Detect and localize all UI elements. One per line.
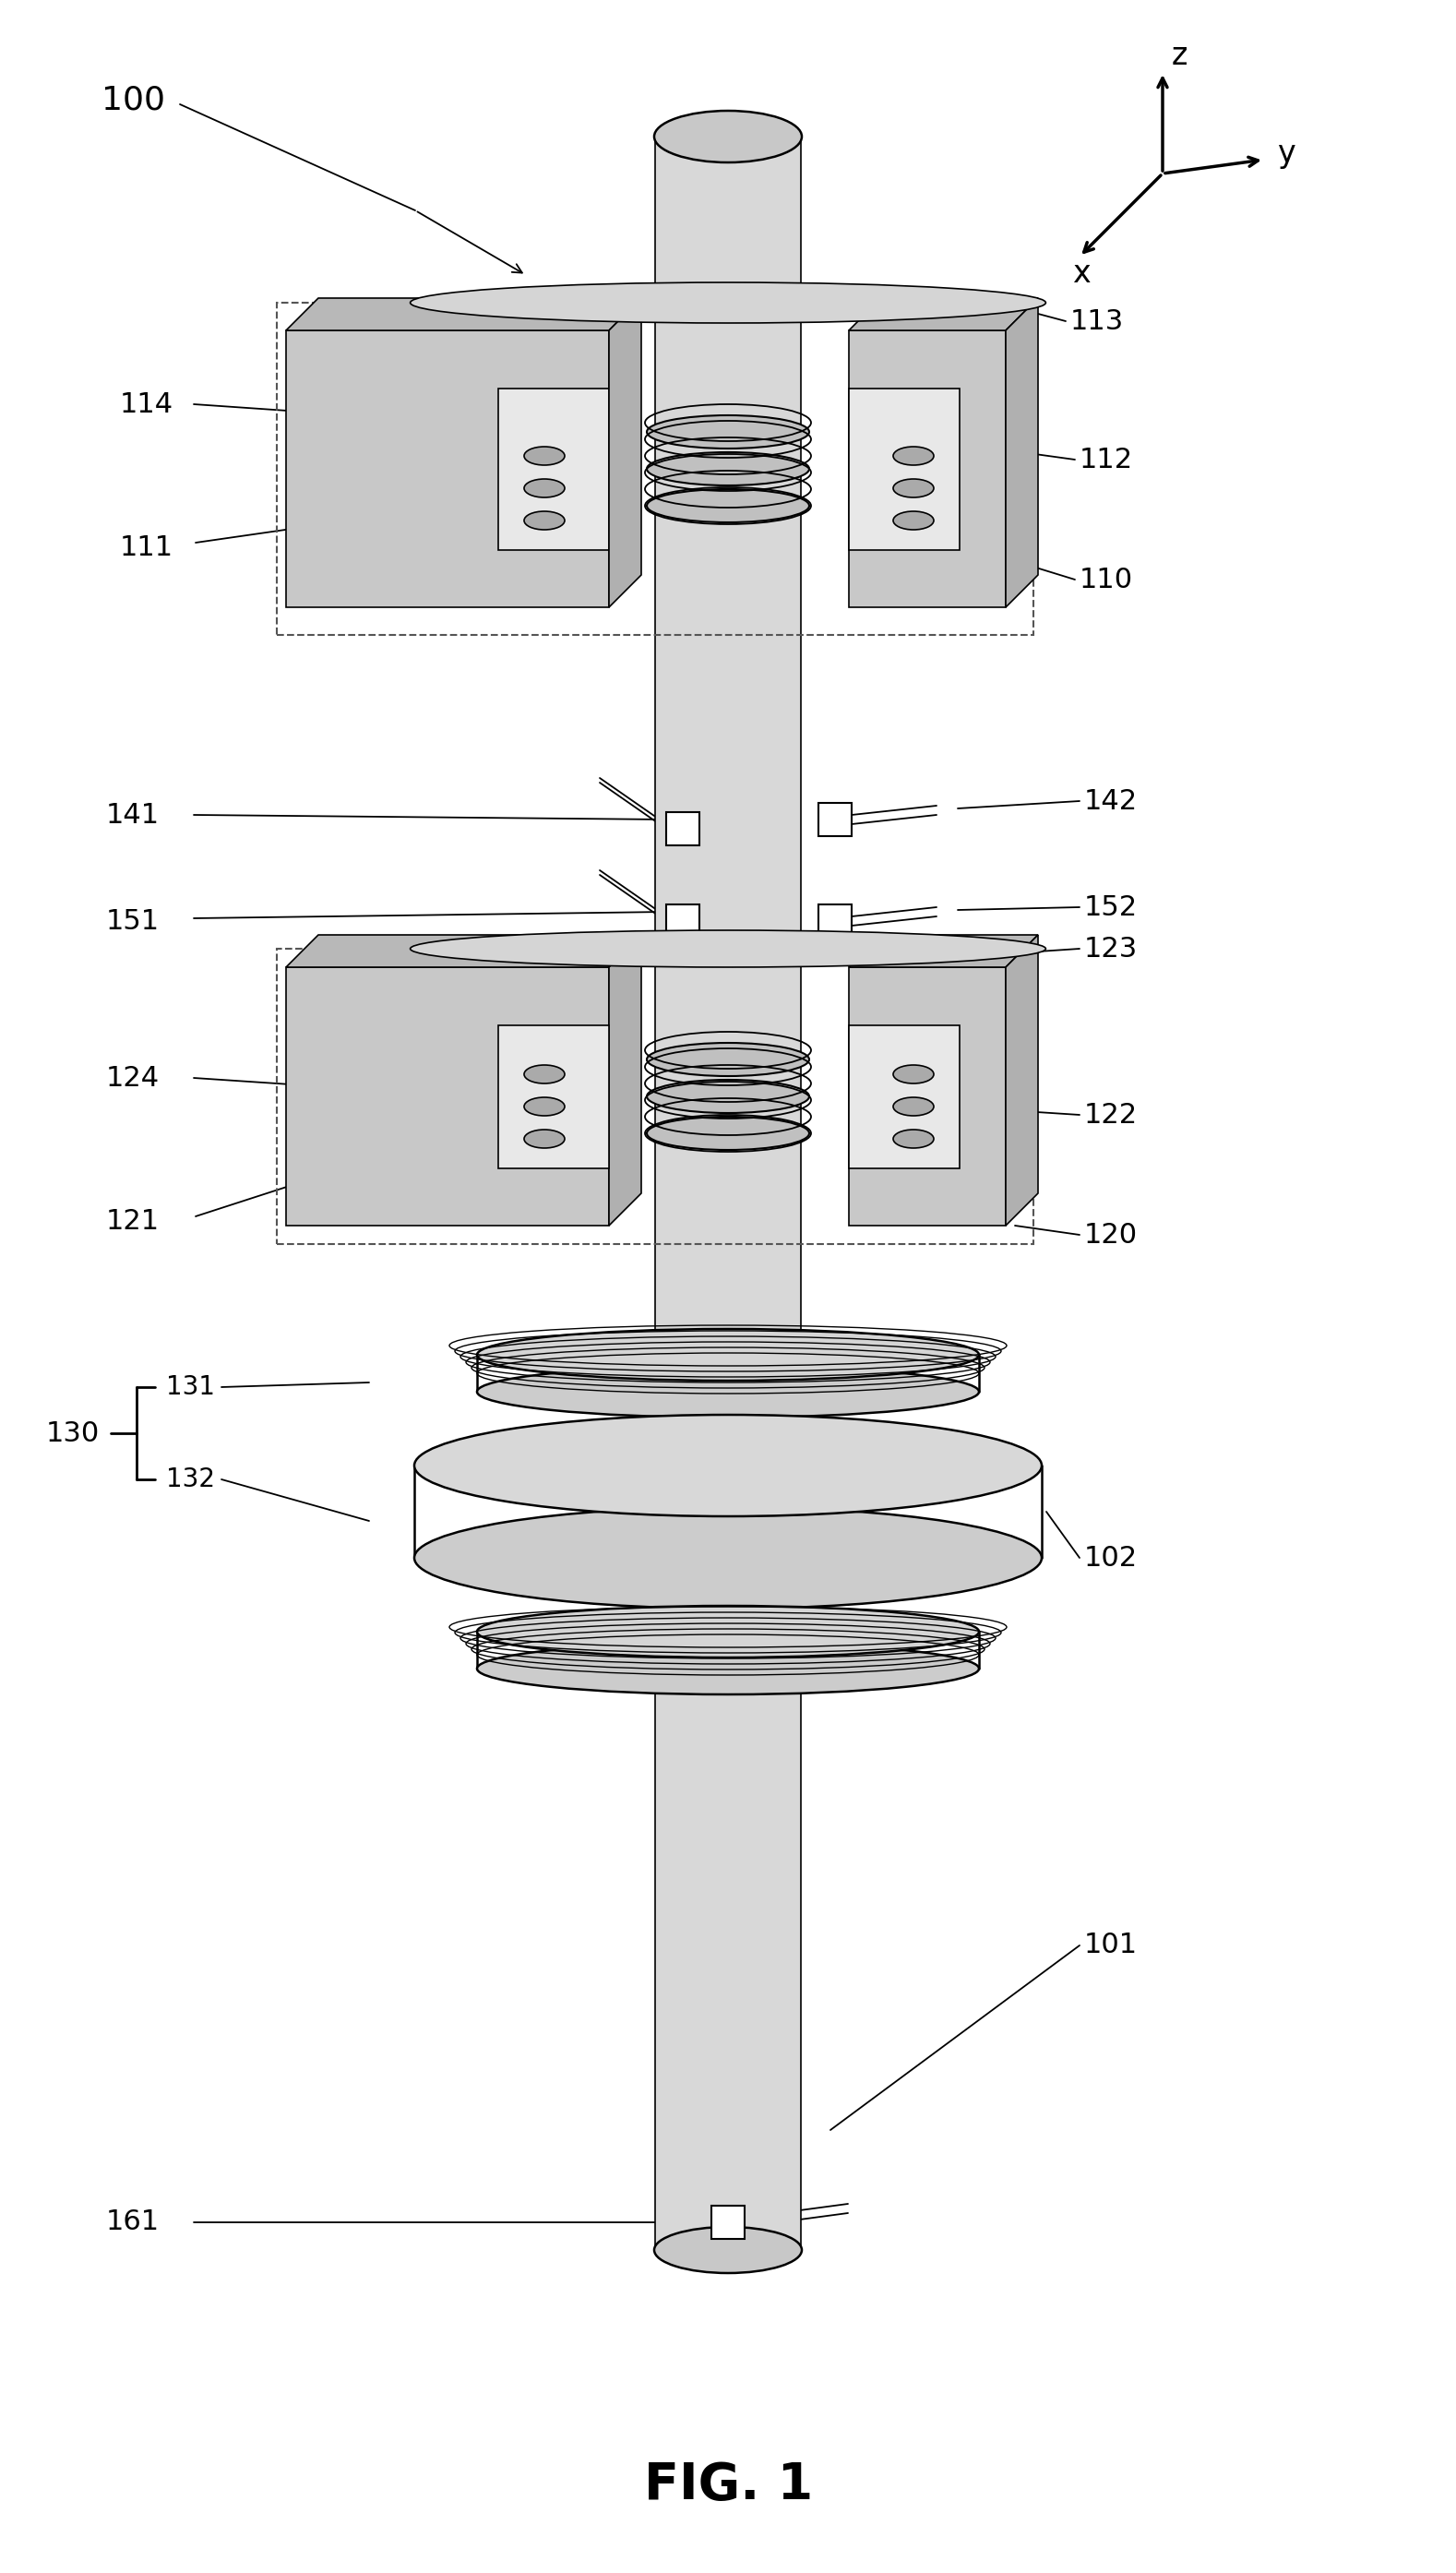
Text: 114: 114 xyxy=(119,391,173,417)
Text: 152: 152 xyxy=(1085,893,1137,921)
Ellipse shape xyxy=(524,1130,565,1148)
Polygon shape xyxy=(849,934,1038,967)
Ellipse shape xyxy=(893,512,933,530)
Bar xyxy=(667,906,699,937)
Bar xyxy=(498,389,609,551)
Bar xyxy=(667,813,699,847)
Text: 161: 161 xyxy=(106,2210,160,2236)
Polygon shape xyxy=(285,934,641,967)
Ellipse shape xyxy=(654,111,802,162)
Ellipse shape xyxy=(646,1042,810,1076)
Polygon shape xyxy=(1006,934,1038,1225)
Bar xyxy=(712,2205,744,2239)
Ellipse shape xyxy=(415,1415,1041,1515)
Text: 151: 151 xyxy=(106,908,160,934)
Text: 142: 142 xyxy=(1085,787,1137,816)
Bar xyxy=(498,1024,609,1168)
Ellipse shape xyxy=(478,1642,978,1696)
Polygon shape xyxy=(609,298,641,607)
Polygon shape xyxy=(849,329,1006,607)
Text: 132: 132 xyxy=(166,1467,215,1492)
Ellipse shape xyxy=(893,1130,933,1148)
Ellipse shape xyxy=(524,1096,565,1117)
Bar xyxy=(277,304,1034,636)
Ellipse shape xyxy=(524,448,565,466)
Polygon shape xyxy=(849,298,1038,329)
Polygon shape xyxy=(1006,298,1038,607)
Polygon shape xyxy=(849,967,1006,1225)
Ellipse shape xyxy=(478,1606,978,1657)
Ellipse shape xyxy=(646,453,810,486)
Ellipse shape xyxy=(646,489,810,522)
Ellipse shape xyxy=(893,1096,933,1117)
Ellipse shape xyxy=(478,1366,978,1418)
Ellipse shape xyxy=(524,479,565,497)
Ellipse shape xyxy=(411,283,1045,324)
Text: 111: 111 xyxy=(119,533,173,561)
Text: 100: 100 xyxy=(102,85,165,116)
Ellipse shape xyxy=(415,1508,1041,1608)
Polygon shape xyxy=(285,329,609,607)
Text: 102: 102 xyxy=(1085,1544,1137,1572)
Text: 110: 110 xyxy=(1079,566,1133,592)
Text: 130: 130 xyxy=(47,1420,100,1446)
Ellipse shape xyxy=(411,931,1045,967)
Bar xyxy=(849,389,960,551)
Polygon shape xyxy=(285,967,609,1225)
Ellipse shape xyxy=(893,1065,933,1083)
Text: FIG. 1: FIG. 1 xyxy=(645,2460,814,2511)
Bar xyxy=(655,136,801,2249)
Text: 121: 121 xyxy=(106,1207,160,1235)
Ellipse shape xyxy=(524,512,565,530)
Text: 112: 112 xyxy=(1079,445,1133,473)
Ellipse shape xyxy=(893,448,933,466)
Ellipse shape xyxy=(646,1081,810,1114)
Ellipse shape xyxy=(646,414,810,448)
Text: 113: 113 xyxy=(1070,309,1124,334)
Polygon shape xyxy=(609,934,641,1225)
Ellipse shape xyxy=(654,2226,802,2272)
Text: x: x xyxy=(1072,257,1091,288)
Text: 122: 122 xyxy=(1085,1101,1137,1127)
Bar xyxy=(818,906,852,937)
Text: 123: 123 xyxy=(1085,937,1139,962)
Text: 141: 141 xyxy=(106,803,160,829)
Text: z: z xyxy=(1172,41,1188,69)
Ellipse shape xyxy=(646,1117,810,1150)
Ellipse shape xyxy=(893,479,933,497)
Bar xyxy=(818,803,852,836)
Text: 131: 131 xyxy=(166,1374,215,1400)
Text: 124: 124 xyxy=(106,1065,160,1091)
Bar xyxy=(849,1024,960,1168)
Text: 101: 101 xyxy=(1085,1932,1137,1958)
Text: y: y xyxy=(1277,139,1296,167)
Ellipse shape xyxy=(524,1065,565,1083)
Text: 120: 120 xyxy=(1085,1222,1137,1248)
Polygon shape xyxy=(285,298,641,329)
Bar xyxy=(277,949,1034,1245)
Ellipse shape xyxy=(478,1328,978,1382)
